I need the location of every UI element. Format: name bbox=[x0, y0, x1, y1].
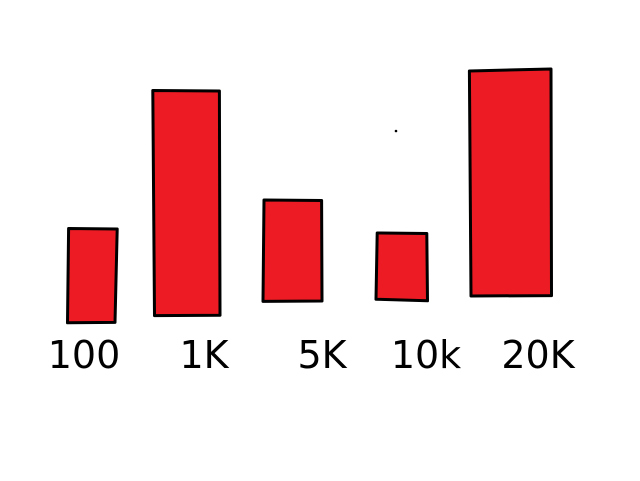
bar-10k bbox=[374, 231, 429, 303]
bar-5k bbox=[261, 198, 324, 303]
stray-mark bbox=[394, 129, 398, 133]
category-label: 10k bbox=[391, 333, 461, 377]
category-label: 5K bbox=[297, 333, 347, 377]
bar-20k bbox=[467, 67, 553, 298]
category-label: 20K bbox=[501, 333, 575, 377]
bar-100 bbox=[66, 227, 119, 325]
category-label: 1K bbox=[179, 333, 229, 377]
category-labels: 100 1K 5K 10k 20K bbox=[48, 333, 576, 377]
category-label: 100 bbox=[48, 333, 121, 377]
bar-1k bbox=[151, 89, 222, 318]
bars-group bbox=[66, 67, 553, 325]
